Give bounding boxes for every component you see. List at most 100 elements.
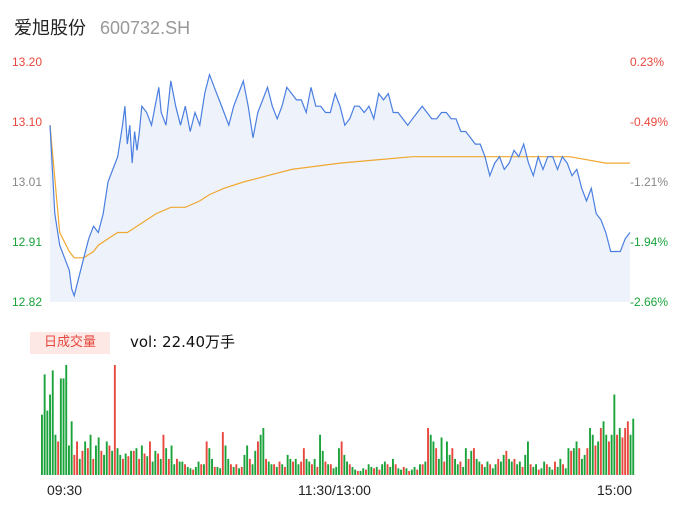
volume-bar (173, 464, 176, 475)
volume-bar (270, 464, 273, 475)
volume-bar (216, 466, 219, 475)
volume-bar (157, 453, 159, 475)
volume-bar (559, 458, 562, 475)
volume-bar (78, 458, 81, 475)
volume-bar (192, 469, 195, 475)
volume-bar (632, 418, 635, 475)
stock-name: 爱旭股份 (14, 18, 86, 39)
volume-bar (497, 458, 500, 475)
volume-bar (618, 428, 621, 475)
price-tick-label: 12.91 (12, 235, 43, 249)
volume-bar (540, 468, 543, 475)
pct-tick-label: -0.49% (630, 115, 669, 129)
volume-bar (616, 434, 618, 475)
volume-bar (562, 464, 564, 475)
volume-bar (543, 461, 546, 475)
volume-bar (327, 464, 330, 475)
volume-bar (535, 464, 537, 475)
volume-bar (294, 458, 297, 475)
volume-bar (51, 370, 54, 475)
volume-bar (292, 461, 294, 475)
volume-bar (124, 453, 127, 475)
volume-bar (613, 394, 616, 475)
volume-bar (97, 437, 100, 475)
volume-bar (65, 365, 68, 475)
volume-bar (86, 448, 89, 475)
volume-bar (427, 428, 429, 475)
volume-bar (416, 469, 419, 475)
volume-tag[interactable]: 日成交量 (30, 332, 110, 354)
volume-bar (521, 466, 524, 475)
volume-bar (389, 466, 392, 475)
volume-bar (470, 450, 473, 475)
volume-bar (254, 450, 257, 475)
volume-bar (459, 461, 462, 475)
volume-bar (545, 464, 548, 475)
volume-bar (343, 454, 346, 475)
volume-bar (508, 458, 510, 475)
volume-bar (354, 469, 357, 475)
volume-bar (408, 470, 411, 475)
volume-bar (238, 468, 240, 475)
volume-bar (95, 445, 97, 475)
volume-bar (84, 441, 87, 475)
volume-bar (70, 421, 73, 475)
volume-bar (554, 461, 556, 475)
volume-bar (240, 466, 243, 475)
volume-bar (359, 470, 362, 475)
volume-bar (486, 461, 489, 475)
volume-bar (516, 464, 519, 475)
volume-bar (186, 466, 189, 475)
volume-bar (154, 450, 157, 475)
volume-bar (397, 468, 400, 475)
volume-bar (46, 410, 49, 475)
volume-bar (76, 441, 78, 475)
volume-bar (424, 461, 427, 475)
volume-bar (232, 466, 235, 475)
volume-bar (149, 441, 151, 475)
time-label-close: 15:00 (597, 482, 633, 498)
volume-bar (410, 469, 413, 475)
volume-bar (243, 454, 246, 475)
volume-bar (429, 434, 432, 475)
volume-bar (146, 456, 149, 475)
volume-bar (211, 458, 213, 475)
volume-bar (375, 466, 378, 475)
volume-bar (400, 469, 402, 475)
volume-bar (405, 468, 408, 475)
volume-bar (448, 454, 451, 475)
pct-tick-label: -2.66% (630, 295, 669, 309)
volume-bar (230, 464, 232, 475)
volume-bar (365, 469, 367, 475)
volume-bar (208, 448, 211, 475)
volume-bar (289, 458, 292, 475)
volume-bar (367, 464, 370, 475)
pct-tick-label: 0.23% (630, 55, 665, 69)
volume-bar (138, 458, 141, 475)
volume-bar (435, 448, 438, 475)
volume-bar (524, 454, 527, 475)
volume-bar (394, 464, 397, 475)
volume-bar (92, 458, 95, 475)
volume-bar (605, 434, 608, 475)
volume-bar (608, 441, 610, 475)
volume-bar (621, 437, 624, 475)
volume-bar (265, 458, 267, 475)
volume-bar (246, 445, 249, 475)
volume-bar (370, 466, 373, 475)
volume-bar (529, 464, 532, 475)
volume-bar (610, 434, 613, 475)
volume-bar (151, 461, 154, 475)
volume-bar (113, 365, 116, 475)
volume-bar (194, 466, 197, 475)
volume-bar (518, 461, 521, 475)
volume-bar (235, 464, 238, 475)
volume-bar (440, 437, 443, 475)
volume-bar (111, 450, 114, 475)
volume-bar (59, 378, 62, 475)
volume-bar (248, 458, 251, 475)
volume-bar (262, 428, 265, 475)
volume-bar (284, 466, 286, 475)
volume-bar (478, 461, 481, 475)
volume-bar (454, 458, 456, 475)
